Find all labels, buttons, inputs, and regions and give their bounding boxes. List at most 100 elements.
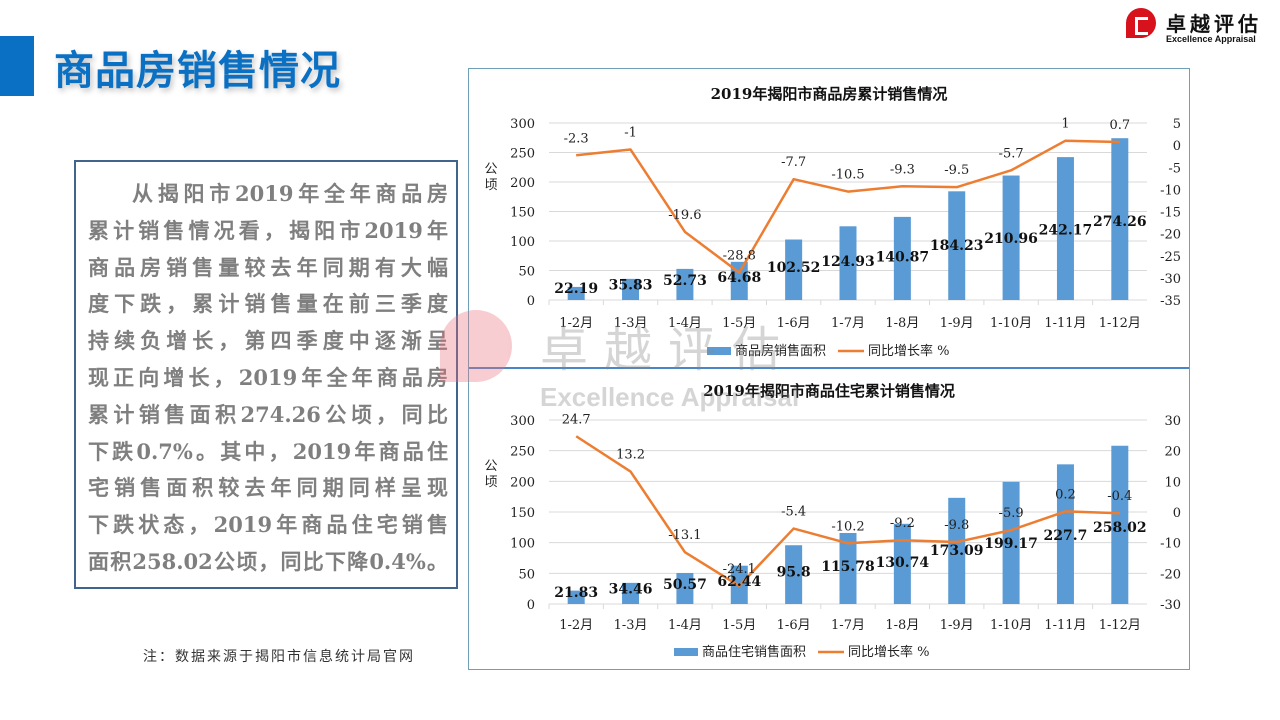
y-tick-label: 0 [527, 294, 535, 309]
bar [785, 545, 803, 604]
bar-data-label: 102.52 [767, 260, 821, 276]
summary-line: 累计销售情况看，揭阳市2019年 [88, 217, 448, 243]
line-data-label: -9.3 [890, 162, 915, 177]
line-data-label: 0.7 [1109, 118, 1130, 133]
chart-title: 2019年揭阳市商品房累计销售情况 [711, 85, 948, 103]
y2-tick-label: -35 [1160, 294, 1181, 309]
y-axis-label: 公 [484, 162, 497, 177]
line-series [576, 139, 1120, 274]
line-data-label: -9.5 [944, 163, 969, 178]
summary-line: 宅销售面积较去年同期同样呈现 [88, 475, 448, 501]
x-tick-label: 1-7月 [831, 618, 865, 633]
bar [1002, 481, 1020, 604]
line-data-label: -9.8 [944, 518, 969, 533]
bar [1111, 445, 1129, 604]
title-accent-bar [0, 36, 34, 96]
page-title: 商品房销售情况 [54, 48, 341, 94]
bar [1056, 464, 1074, 604]
y-tick-label: 250 [510, 445, 535, 460]
bar [567, 590, 585, 604]
y2-tick-label: -10 [1160, 537, 1181, 552]
line-data-label: -1 [624, 126, 637, 141]
bar [785, 239, 803, 300]
bar-data-label: 210.96 [984, 231, 1038, 247]
bar [730, 261, 748, 300]
bar-data-label: 130.74 [876, 555, 930, 571]
summary-text-box: 从揭阳市2019年全年商品房 累计销售情况看，揭阳市2019年 商品房销售量较去… [74, 160, 458, 589]
bar-data-label: 124.93 [821, 254, 875, 270]
bar [1111, 138, 1129, 300]
bar [622, 582, 640, 604]
chart-residential-housing: 2019年揭阳市商品住宅累计销售情况050100150200250300-30-… [484, 382, 1181, 660]
y-tick-label: 200 [510, 475, 535, 490]
y2-tick-label: -15 [1160, 206, 1181, 221]
x-tick-label: 1-11月 [1044, 316, 1086, 331]
line-data-label: -24.1 [723, 562, 756, 577]
y2-tick-label: 0 [1173, 139, 1181, 154]
bar-data-label: 62.44 [717, 574, 761, 590]
bar-data-label: 50.57 [663, 577, 707, 593]
summary-line: 从揭阳市2019年全年商品房 [132, 181, 448, 206]
bar [893, 216, 911, 300]
x-tick-label: 1-2月 [559, 618, 593, 633]
summary-line: 累计销售面积274.26公顷，同比 [88, 401, 448, 427]
source-footnote: 注：数据来源于揭阳市信息统计局官网 [143, 649, 415, 665]
x-tick-label: 1-12月 [1099, 618, 1141, 633]
x-tick-label: 1-2月 [559, 316, 593, 331]
bar-data-label: 52.73 [663, 273, 707, 289]
bar-data-label: 64.68 [717, 270, 761, 286]
line-data-label: -10.5 [831, 168, 864, 183]
bar [839, 532, 857, 604]
x-tick-label: 1-12月 [1099, 316, 1141, 331]
chart-commercial-housing: 2019年揭阳市商品房累计销售情况050100150200250300-35-3… [484, 85, 1181, 359]
summary-line: 面积258.02公顷，同比下降0.4%。 [88, 548, 448, 574]
x-tick-label: 1-7月 [831, 316, 865, 331]
bar [567, 286, 585, 300]
x-tick-label: 1-5月 [722, 618, 756, 633]
line-data-label: -0.4 [1107, 489, 1132, 504]
bar [1056, 157, 1074, 300]
bar-data-label: 21.83 [554, 585, 598, 601]
panel-divider [469, 367, 1189, 369]
line-data-label: -2.3 [564, 131, 589, 146]
x-tick-label: 1-8月 [885, 316, 919, 331]
x-tick-label: 1-10月 [990, 316, 1032, 331]
x-tick-label: 1-3月 [614, 316, 648, 331]
bar [676, 572, 694, 604]
bar-data-label: 22.19 [554, 281, 598, 297]
x-tick-label: 1-11月 [1044, 618, 1086, 633]
bar-data-label: 140.87 [876, 250, 930, 266]
line-data-label: -13.1 [668, 528, 701, 543]
y-tick-label: 100 [510, 537, 535, 552]
bar-data-label: 35.83 [609, 277, 653, 293]
bar-data-label: 34.46 [609, 581, 653, 597]
bar-data-label: 199.17 [984, 536, 1038, 552]
summary-line: 下跌状态，2019年商品住宅销售 [88, 512, 448, 538]
y2-tick-label: -20 [1160, 567, 1181, 582]
bar-data-label: 227.7 [1044, 528, 1088, 544]
summary-line: 下跌0.7%。其中，2019年商品住 [88, 438, 448, 464]
line-data-label: -19.6 [668, 208, 701, 223]
logo-text-en: Excellence Appraisal [1166, 34, 1256, 44]
x-tick-label: 1-4月 [668, 618, 702, 633]
y2-tick-label: -20 [1160, 228, 1181, 243]
chart-title: 2019年揭阳市商品住宅累计销售情况 [703, 382, 955, 400]
x-tick-label: 1-5月 [722, 316, 756, 331]
bar-data-label: 242.17 [1039, 223, 1093, 239]
line-data-label: -10.2 [831, 519, 864, 534]
x-tick-label: 1-6月 [777, 316, 811, 331]
company-logo: 卓越评估 Excellence Appraisal [1126, 6, 1276, 46]
y2-tick-label: -10 [1160, 183, 1181, 198]
y-tick-label: 300 [510, 117, 535, 132]
legend-bar-swatch [707, 347, 731, 355]
y-tick-label: 300 [510, 414, 535, 429]
line-data-label: 1 [1061, 117, 1069, 132]
line-data-label: 24.7 [562, 412, 591, 427]
y-axis-label: 顷 [484, 178, 497, 193]
y-tick-label: 200 [510, 176, 535, 191]
y2-tick-label: 20 [1164, 445, 1181, 460]
legend-bar-swatch [674, 648, 698, 656]
y2-tick-label: -25 [1160, 250, 1181, 265]
x-tick-label: 1-9月 [940, 316, 974, 331]
bar-data-label: 184.23 [930, 238, 984, 254]
